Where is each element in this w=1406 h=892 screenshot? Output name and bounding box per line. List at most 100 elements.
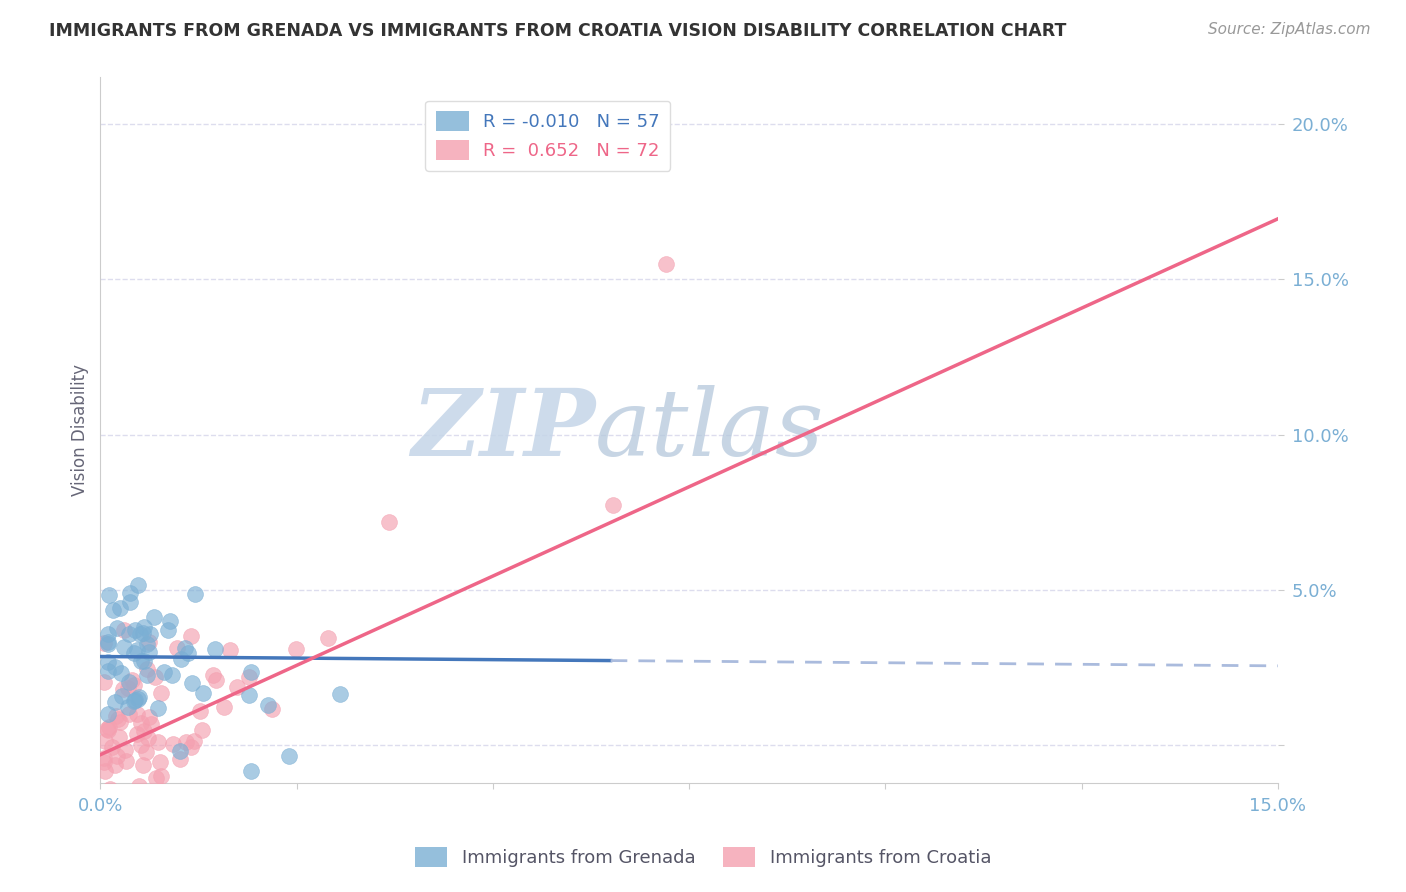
Point — [602, 499, 624, 513]
Legend: Immigrants from Grenada, Immigrants from Croatia: Immigrants from Grenada, Immigrants from… — [408, 839, 998, 874]
Point — [136, 731, 159, 746]
Point — [225, 680, 247, 694]
Point — [104, 695, 127, 709]
Point — [93, 751, 115, 765]
Point — [135, 667, 157, 681]
Point — [143, 670, 166, 684]
Point — [191, 686, 214, 700]
Point — [125, 706, 148, 721]
Point — [100, 791, 122, 805]
Text: atlas: atlas — [595, 385, 824, 475]
Point — [101, 603, 124, 617]
Point — [98, 782, 121, 797]
Point — [93, 808, 115, 822]
Point — [118, 594, 141, 608]
Point — [204, 641, 226, 656]
Point — [377, 515, 399, 529]
Point — [101, 739, 124, 754]
Point — [138, 635, 160, 649]
Point — [180, 740, 202, 755]
Point — [124, 692, 146, 706]
Point — [98, 720, 121, 734]
Point — [129, 715, 152, 730]
Point — [97, 665, 120, 679]
Point — [127, 577, 149, 591]
Point — [205, 673, 228, 687]
Point — [174, 640, 197, 655]
Point — [120, 586, 142, 600]
Point — [117, 699, 139, 714]
Point — [124, 623, 146, 637]
Point — [132, 757, 155, 772]
Point — [97, 655, 120, 669]
Legend: R = -0.010   N = 57, R =  0.652   N = 72: R = -0.010 N = 57, R = 0.652 N = 72 — [425, 101, 671, 171]
Point — [191, 723, 214, 738]
Point — [93, 755, 115, 769]
Point — [135, 662, 157, 676]
Point — [97, 723, 120, 738]
Point — [212, 700, 235, 714]
Point — [218, 642, 240, 657]
Point — [149, 686, 172, 700]
Point — [176, 646, 198, 660]
Point — [181, 676, 204, 690]
Point — [96, 722, 118, 736]
Point — [146, 701, 169, 715]
Point — [160, 668, 183, 682]
Point — [138, 645, 160, 659]
Point — [117, 681, 139, 695]
Point — [132, 626, 155, 640]
Point — [104, 757, 127, 772]
Point — [111, 682, 134, 697]
Point — [135, 745, 157, 759]
Point — [98, 588, 121, 602]
Point — [97, 637, 120, 651]
Point — [169, 752, 191, 766]
Point — [277, 748, 299, 763]
Point — [159, 614, 181, 628]
Point — [108, 601, 131, 615]
Point — [183, 734, 205, 748]
Point — [93, 636, 115, 650]
Point — [129, 654, 152, 668]
Point — [285, 642, 308, 657]
Point — [238, 670, 260, 684]
Point — [128, 779, 150, 793]
Point — [135, 637, 157, 651]
Point — [105, 621, 128, 635]
Point — [139, 717, 162, 731]
Point — [94, 764, 117, 779]
Point — [176, 735, 198, 749]
Point — [112, 623, 135, 637]
Point — [108, 731, 131, 745]
Point — [149, 755, 172, 769]
Point — [146, 734, 169, 748]
Point — [184, 587, 207, 601]
Point — [654, 257, 676, 271]
Point — [97, 707, 120, 722]
Point — [104, 660, 127, 674]
Point — [257, 698, 280, 712]
Point — [122, 694, 145, 708]
Point — [125, 788, 148, 802]
Point — [111, 689, 134, 703]
Point — [122, 646, 145, 660]
Point — [97, 635, 120, 649]
Text: ZIP: ZIP — [411, 385, 595, 475]
Point — [118, 627, 141, 641]
Point — [107, 712, 129, 726]
Point — [125, 642, 148, 657]
Text: Source: ZipAtlas.com: Source: ZipAtlas.com — [1208, 22, 1371, 37]
Point — [118, 675, 141, 690]
Point — [329, 688, 352, 702]
Point — [240, 764, 263, 778]
Point — [129, 738, 152, 752]
Point — [150, 769, 173, 783]
Point — [118, 707, 141, 722]
Point — [238, 688, 260, 702]
Text: IMMIGRANTS FROM GRENADA VS IMMIGRANTS FROM CROATIA VISION DISABILITY CORRELATION: IMMIGRANTS FROM GRENADA VS IMMIGRANTS FR… — [49, 22, 1067, 40]
Point — [170, 790, 193, 805]
Point — [152, 665, 174, 680]
Point — [125, 727, 148, 741]
Point — [96, 805, 118, 819]
